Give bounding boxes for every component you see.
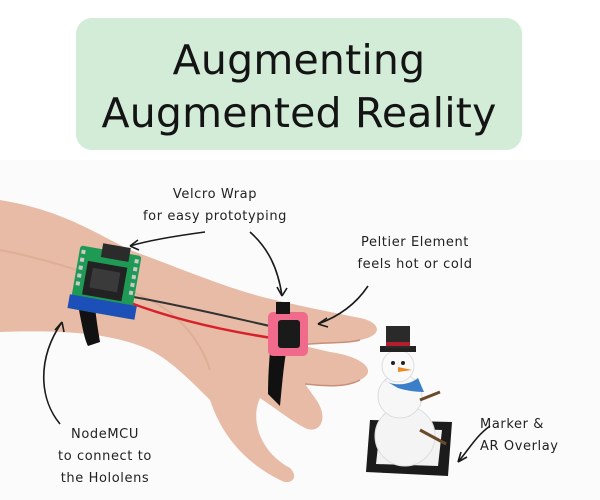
callout-marker-line1: Marker & <box>480 417 545 432</box>
black-wire <box>127 295 271 327</box>
red-wire <box>127 300 273 340</box>
title-line-1: Augmenting <box>172 36 426 84</box>
callout-marker-line2: AR Overlay <box>480 439 559 454</box>
callout-velcro-line1: Velcro Wrap <box>172 187 258 202</box>
title-banner: Augmenting Augmented Reality <box>76 18 522 150</box>
callout-marker: Marker & AR Overlay <box>480 414 600 458</box>
callout-nodemcu-line3: the Hololens <box>60 471 150 486</box>
callout-nodemcu-line1: NodeMCU <box>71 427 139 442</box>
callout-nodemcu-line2: to connect to <box>58 449 152 464</box>
callout-velcro: Velcro Wrap for easy prototyping <box>125 184 305 228</box>
callout-arrows <box>43 231 491 463</box>
wrist-strap <box>78 305 100 346</box>
peltier-element <box>268 302 308 406</box>
snowman-overlay <box>374 326 447 467</box>
callout-velcro-line2: for easy prototyping <box>142 209 288 224</box>
callout-nodemcu: NodeMCU to connect to the Hololens <box>30 424 180 490</box>
title-line-2: Augmented Reality <box>101 89 497 137</box>
nodemcu-board <box>67 243 142 320</box>
callout-peltier-line1: Peltier Element <box>361 235 469 250</box>
callout-peltier: Peltier Element feels hot or cold <box>335 232 495 276</box>
callout-peltier-line2: feels hot or cold <box>357 257 473 272</box>
